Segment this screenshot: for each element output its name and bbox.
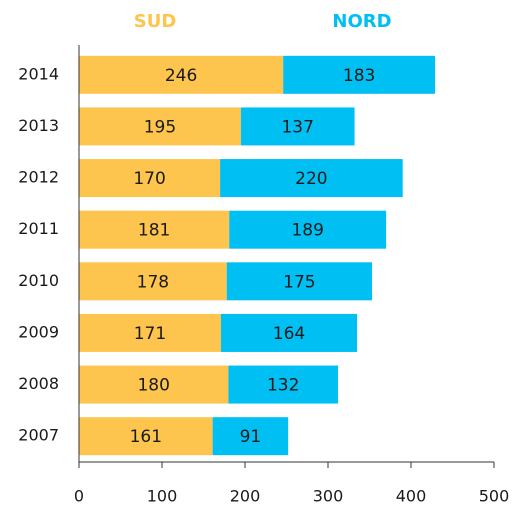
x-tick-label: 200 bbox=[230, 487, 261, 506]
data-label: 175 bbox=[283, 272, 315, 292]
x-tick-label: 500 bbox=[479, 487, 510, 506]
y-tick-label: 2014 bbox=[18, 64, 59, 83]
y-tick-label: 2011 bbox=[18, 219, 59, 238]
bar-segment bbox=[240, 107, 355, 146]
y-tick-label: 2009 bbox=[18, 322, 59, 341]
data-label: 220 bbox=[295, 169, 327, 189]
x-tick-label: 100 bbox=[147, 487, 178, 506]
bar-segment bbox=[229, 210, 387, 249]
bar-segment bbox=[79, 107, 241, 146]
bar-segment bbox=[79, 365, 229, 404]
bar-segment bbox=[226, 262, 372, 301]
y-tick-label: 2012 bbox=[18, 168, 59, 187]
bar-segment bbox=[220, 159, 403, 198]
data-label: 181 bbox=[138, 221, 170, 241]
x-tick-label: 400 bbox=[396, 487, 427, 506]
data-label: 164 bbox=[273, 324, 305, 344]
data-label: 137 bbox=[281, 117, 313, 137]
data-label: 132 bbox=[267, 376, 299, 396]
bar-segment bbox=[79, 417, 213, 456]
bar-segment bbox=[79, 210, 230, 249]
data-label: 171 bbox=[134, 324, 166, 344]
data-label: 178 bbox=[137, 272, 169, 292]
bar-segment bbox=[220, 313, 358, 352]
data-label: 183 bbox=[343, 66, 375, 86]
y-tick-label: 2007 bbox=[18, 426, 59, 445]
legend-nord: NORD bbox=[332, 11, 391, 32]
data-label: 161 bbox=[130, 427, 162, 447]
bar-segment bbox=[79, 262, 227, 301]
data-label: 170 bbox=[133, 169, 165, 189]
bar-segment bbox=[79, 313, 221, 352]
x-tick-label: 300 bbox=[313, 487, 344, 506]
legend-sud: SUD bbox=[134, 11, 177, 32]
bar-segment bbox=[212, 417, 289, 456]
y-tick-label: 2013 bbox=[18, 116, 59, 135]
data-label: 91 bbox=[240, 427, 262, 447]
y-tick-label: 2010 bbox=[18, 271, 59, 290]
bar-segment bbox=[79, 55, 284, 94]
y-tick-label: 2008 bbox=[18, 374, 59, 393]
bar-segment bbox=[79, 159, 221, 198]
data-label: 189 bbox=[291, 221, 323, 241]
data-label: 195 bbox=[144, 117, 176, 137]
data-label: 246 bbox=[165, 66, 197, 86]
data-label: 180 bbox=[137, 376, 169, 396]
x-tick-label: 0 bbox=[74, 487, 84, 506]
bar-segment bbox=[228, 365, 338, 404]
bar-segment bbox=[283, 55, 436, 94]
